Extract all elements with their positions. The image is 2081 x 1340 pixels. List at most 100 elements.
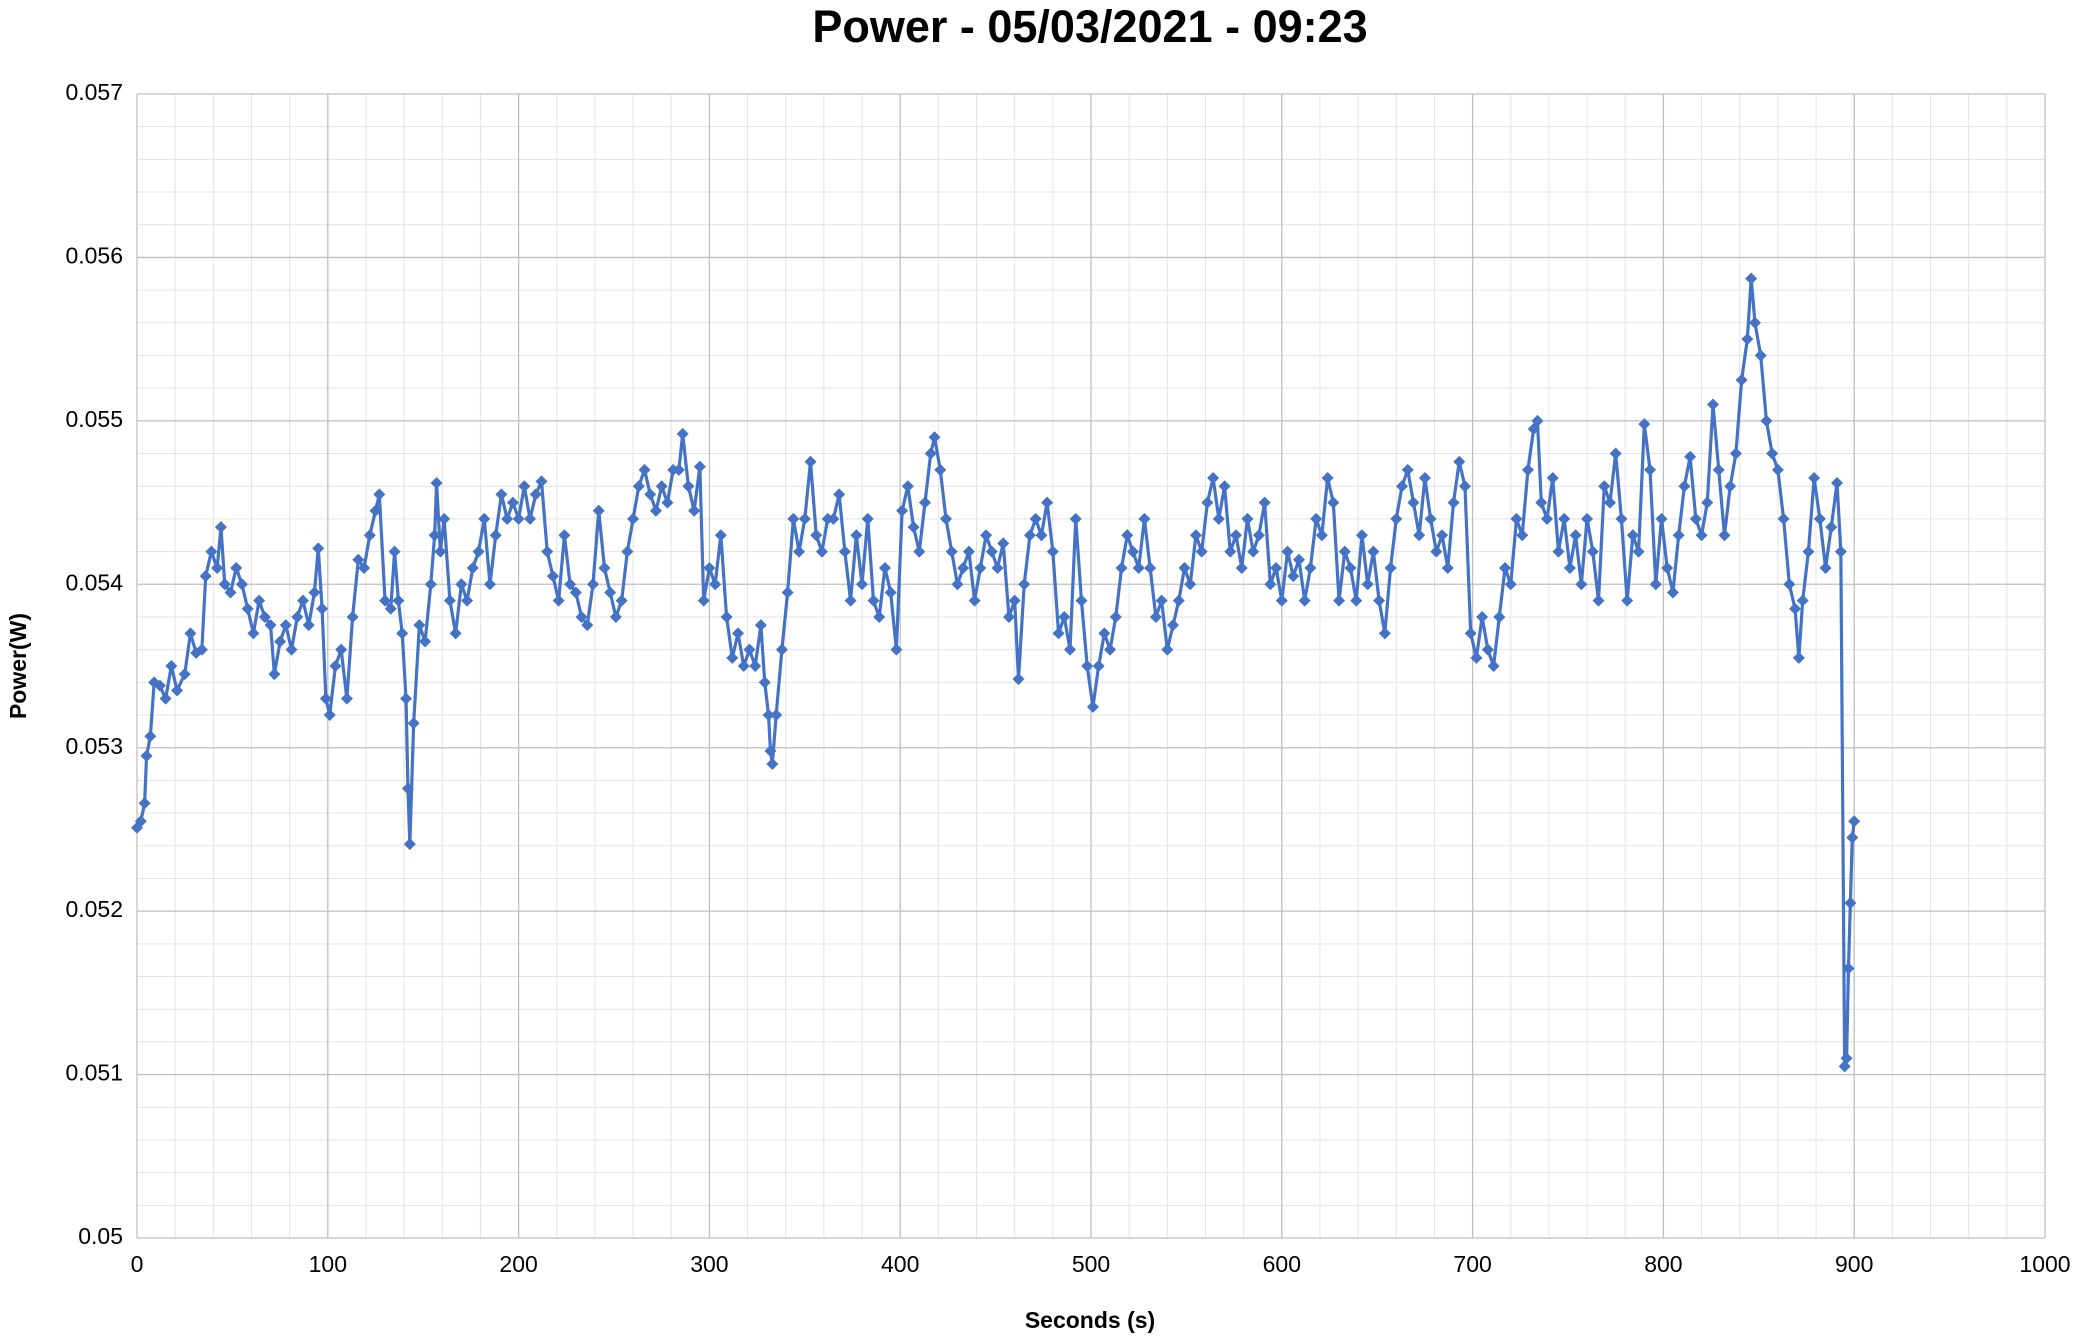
marker [501,512,514,525]
marker [159,692,172,705]
marker [1315,529,1328,542]
marker [1344,561,1357,574]
marker [793,545,806,558]
marker [1373,594,1386,607]
marker [264,619,277,632]
marker [934,463,947,476]
marker [1327,496,1340,509]
marker [1321,472,1334,485]
marker [1754,349,1767,362]
marker [1831,476,1844,489]
data-line [135,277,1856,1068]
marker [1609,447,1622,460]
marker [1493,610,1506,623]
marker [1632,545,1645,558]
marker [604,586,617,599]
marker [1783,578,1796,591]
marker [592,504,605,517]
marker [379,594,392,607]
marker [230,561,243,574]
marker [661,496,674,509]
marker [1241,512,1254,525]
marker [1552,545,1565,558]
marker [455,578,468,591]
marker [1844,896,1857,909]
marker [1771,463,1784,476]
marker [1581,512,1594,525]
marker [798,512,811,525]
marker [461,594,474,607]
marker [598,561,611,574]
marker [1430,545,1443,558]
marker [743,643,756,656]
marker [1081,660,1094,672]
marker [974,561,987,574]
marker [1481,643,1494,656]
marker [1789,602,1802,615]
marker [1689,512,1702,525]
marker [1510,512,1523,525]
marker [1441,561,1454,574]
marker [693,460,706,473]
marker [697,594,710,607]
marker [1035,529,1048,542]
marker [1407,496,1420,509]
marker [991,561,1004,574]
marker [901,480,914,493]
marker [907,521,920,534]
marker [443,594,456,607]
y-tick-label: 0.05 [78,1223,123,1249]
marker [224,586,237,599]
marker [1458,480,1471,493]
marker [424,578,437,591]
marker [1678,480,1691,493]
marker [1292,553,1305,566]
marker [1661,561,1674,574]
marker [627,512,640,525]
marker [392,594,405,607]
marker [268,668,281,681]
marker [1834,545,1847,558]
marker [1052,627,1065,640]
marker [1195,545,1208,558]
marker [1310,512,1323,525]
marker [1453,455,1466,468]
marker [401,782,414,795]
marker [1361,578,1374,591]
marker [1729,447,1742,460]
marker [178,668,191,681]
marker [1516,529,1529,542]
marker [962,545,975,558]
marker [518,480,531,493]
x-tick-label: 800 [1644,1251,1682,1277]
marker [335,643,348,656]
marker [1064,643,1077,656]
marker [867,594,880,607]
marker [1586,545,1599,558]
marker [1531,414,1544,427]
marker [1046,545,1059,558]
marker [682,480,695,493]
marker [529,488,542,501]
marker [764,744,777,757]
marker [709,578,722,591]
marker [1184,578,1197,591]
marker [1672,529,1685,542]
marker [279,619,292,632]
marker [919,496,932,509]
marker [1760,414,1773,427]
marker [758,676,771,689]
marker [569,586,582,599]
marker [1378,627,1391,640]
marker [1436,529,1449,542]
marker [373,488,386,501]
marker [615,594,628,607]
y-axis-title: Power(W) [5,613,31,719]
marker [754,619,767,632]
marker [449,627,462,640]
marker [428,529,441,542]
marker [1138,512,1151,525]
marker [815,545,828,558]
marker [1499,561,1512,574]
